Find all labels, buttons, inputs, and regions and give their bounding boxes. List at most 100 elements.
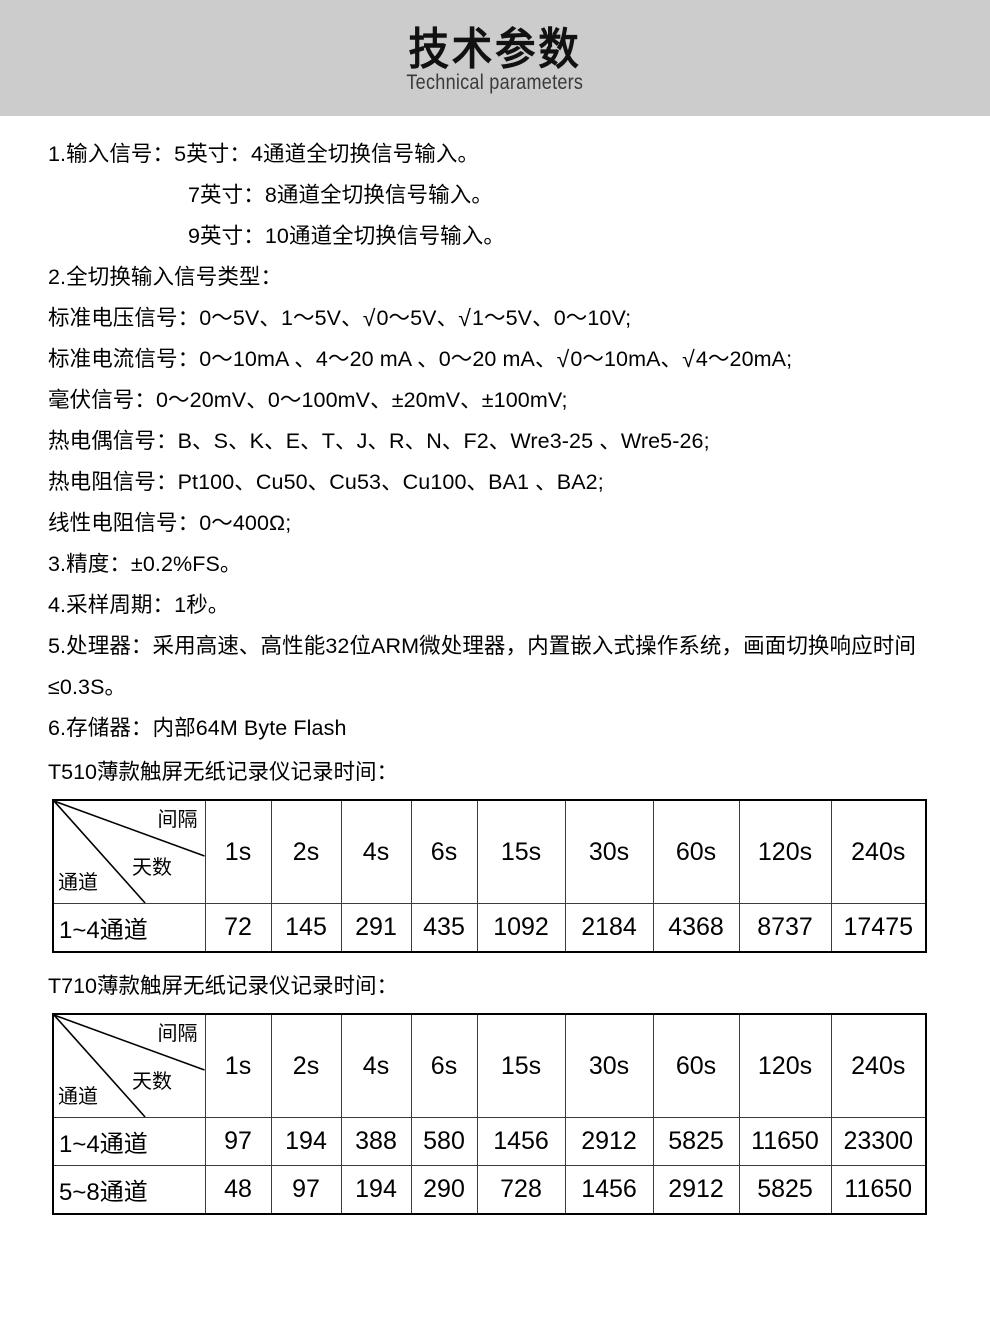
corner-label-interval: 间隔: [157, 809, 198, 831]
table-caption-t510: T510薄款触屏无纸记录仪记录时间：: [48, 760, 399, 784]
column-header: 15s: [476, 1013, 566, 1118]
table-cell: 72: [204, 903, 272, 953]
spec-item-6-memory: 6.存储器：内部64M Byte Flash: [48, 716, 347, 740]
spec-linear-resistance-signal: 线性电阻信号：0～400Ω;: [48, 511, 292, 535]
table-cell: 388: [340, 1117, 412, 1166]
table-cell: 145: [270, 903, 342, 953]
table-cell: 291: [340, 903, 412, 953]
column-header: 6s: [410, 799, 478, 904]
table-container-t710: 间隔 天数 通道 1s 2s 4s 6s 15s 30s 60s 120s 24…: [48, 1013, 960, 1215]
current-ranges-part3: 4～20mA;: [695, 347, 793, 371]
diagonal-split-icon: [54, 1015, 204, 1117]
table-cell: 5825: [652, 1117, 740, 1166]
corner-label-days: 天数: [132, 857, 172, 879]
table-header-row: 间隔 天数 通道 1s 2s 4s 6s 15s 30s 60s 120s 24…: [52, 1013, 927, 1118]
table-cell: 728: [476, 1165, 566, 1215]
specifications-content: 1.输入信号：5英寸：4通道全切换信号输入。 7英寸：8通道全切换信号输入。 9…: [0, 116, 990, 1215]
current-signal-label: 标准电流信号：: [48, 347, 200, 371]
spec-item-1-sub-9inch: 9英寸：10通道全切换信号输入。: [188, 224, 505, 248]
current-ranges-part2: 0～10mA、: [570, 347, 683, 371]
corner-label-interval: 间隔: [157, 1023, 198, 1045]
current-ranges-part1: 0～10mA 、4～20 mA 、0～20 mA、: [199, 347, 557, 371]
column-header: 2s: [270, 799, 342, 904]
square-root-icon: √: [458, 305, 471, 331]
table-cell: 11650: [830, 1165, 927, 1215]
table-cell: 2184: [564, 903, 654, 953]
column-header: 30s: [564, 1013, 654, 1118]
spec-voltage-signal: 标准电压信号：0～5V、1～5V、√0～5V、√1～5V、0～10V;: [48, 298, 960, 339]
table-cell: 17475: [830, 903, 927, 953]
table-corner-header: 间隔 天数 通道: [52, 1013, 206, 1118]
square-root-icon: √: [682, 346, 695, 372]
column-header: 6s: [410, 1013, 478, 1118]
table-cell: 580: [410, 1117, 478, 1166]
table-row: 1~4通道 97 194 388 580 1456 2912 5825 1165…: [52, 1117, 927, 1166]
table-cell: 1456: [564, 1165, 654, 1215]
column-header: 15s: [476, 799, 566, 904]
table-cell: 194: [270, 1117, 342, 1166]
voltage-signal-label: 标准电压信号：: [48, 306, 200, 330]
table-corner-header: 间隔 天数 通道: [52, 799, 206, 904]
table-cell: 1092: [476, 903, 566, 953]
table-row: 1~4通道 72 145 291 435 1092 2184 4368 8737…: [52, 903, 927, 953]
page-subtitle: Technical parameters: [406, 71, 584, 95]
table-cell: 290: [410, 1165, 478, 1215]
table-cell: 1456: [476, 1117, 566, 1166]
table-cell: 97: [270, 1165, 342, 1215]
voltage-ranges-part3: 1～5V、0～10V;: [471, 306, 632, 330]
voltage-ranges-part2: 0～5V、: [376, 306, 459, 330]
corner-label-days: 天数: [132, 1071, 172, 1093]
recording-time-table-t510: 间隔 天数 通道 1s 2s 4s 6s 15s 30s 60s 120s 24…: [52, 799, 927, 953]
table-cell: 4368: [652, 903, 740, 953]
table-cell: 194: [340, 1165, 412, 1215]
corner-label-channel: 通道: [58, 1086, 98, 1108]
column-header: 1s: [204, 799, 272, 904]
page-header-banner: 技术参数 Technical parameters: [0, 0, 990, 116]
column-header: 60s: [652, 1013, 740, 1118]
column-header: 60s: [652, 799, 740, 904]
corner-label-channel: 通道: [58, 872, 98, 894]
table-row: 5~8通道 48 97 194 290 728 1456 2912 5825 1…: [52, 1165, 927, 1215]
recording-time-table-t710: 间隔 天数 通道 1s 2s 4s 6s 15s 30s 60s 120s 24…: [52, 1013, 927, 1215]
table-cell: 97: [204, 1117, 272, 1166]
spec-item-1: 1.输入信号：5英寸：4通道全切换信号输入。: [48, 142, 480, 166]
spec-item-5-processor: 5.处理器：采用高速、高性能32位ARM微处理器，内置嵌入式操作系统，画面切换响…: [48, 634, 916, 699]
table-cell: 8737: [738, 903, 832, 953]
square-root-icon: √: [556, 346, 570, 372]
spec-rtd-signal: 热电阻信号：Pt100、Cu50、Cu53、Cu100、BA1 、BA2;: [48, 470, 604, 494]
table-cell: 2912: [564, 1117, 654, 1166]
page-title: 技术参数: [408, 24, 582, 74]
table-cell: 2912: [652, 1165, 740, 1215]
square-root-icon: √: [362, 305, 376, 331]
table-container-t510: 间隔 天数 通道 1s 2s 4s 6s 15s 30s 60s 120s 24…: [48, 799, 960, 953]
table-cell: 11650: [738, 1117, 832, 1166]
spec-millivolt-signal: 毫伏信号：0～20mV、0～100mV、±20mV、±100mV;: [48, 388, 568, 412]
column-header: 120s: [738, 1013, 832, 1118]
row-header-channel-range: 1~4通道: [52, 903, 206, 953]
spec-thermocouple-signal: 热电偶信号：B、S、K、E、T、J、R、N、F2、Wre3-25 、Wre5-2…: [48, 429, 710, 453]
table-cell: 23300: [830, 1117, 927, 1166]
spec-item-4-sampling-period: 4.采样周期：1秒。: [48, 593, 230, 617]
column-header: 30s: [564, 799, 654, 904]
table-cell: 48: [204, 1165, 272, 1215]
spec-item-3-accuracy: 3.精度：±0.2%FS。: [48, 552, 242, 576]
row-header-channel-range: 5~8通道: [52, 1165, 206, 1215]
diagonal-split-icon: [54, 801, 204, 903]
column-header: 4s: [340, 799, 412, 904]
row-header-channel-range: 1~4通道: [52, 1117, 206, 1166]
spec-current-signal: 标准电流信号：0～10mA 、4～20 mA 、0～20 mA、√0～10mA、…: [48, 339, 960, 380]
table-cell: 435: [410, 903, 478, 953]
table-header-row: 间隔 天数 通道 1s 2s 4s 6s 15s 30s 60s 120s 24…: [52, 799, 927, 904]
column-header: 240s: [830, 799, 927, 904]
voltage-ranges-part1: 0～5V、1～5V、: [199, 306, 363, 330]
column-header: 240s: [830, 1013, 927, 1118]
table-caption-t710: T710薄款触屏无纸记录仪记录时间：: [48, 974, 399, 998]
column-header: 120s: [738, 799, 832, 904]
spec-item-1-sub-7inch: 7英寸：8通道全切换信号输入。: [188, 183, 493, 207]
table-spacer: [48, 953, 960, 963]
spec-item-2-heading: 2.全切换输入信号类型：: [48, 265, 283, 289]
column-header: 1s: [204, 1013, 272, 1118]
table-cell: 5825: [738, 1165, 832, 1215]
column-header: 4s: [340, 1013, 412, 1118]
column-header: 2s: [270, 1013, 342, 1118]
